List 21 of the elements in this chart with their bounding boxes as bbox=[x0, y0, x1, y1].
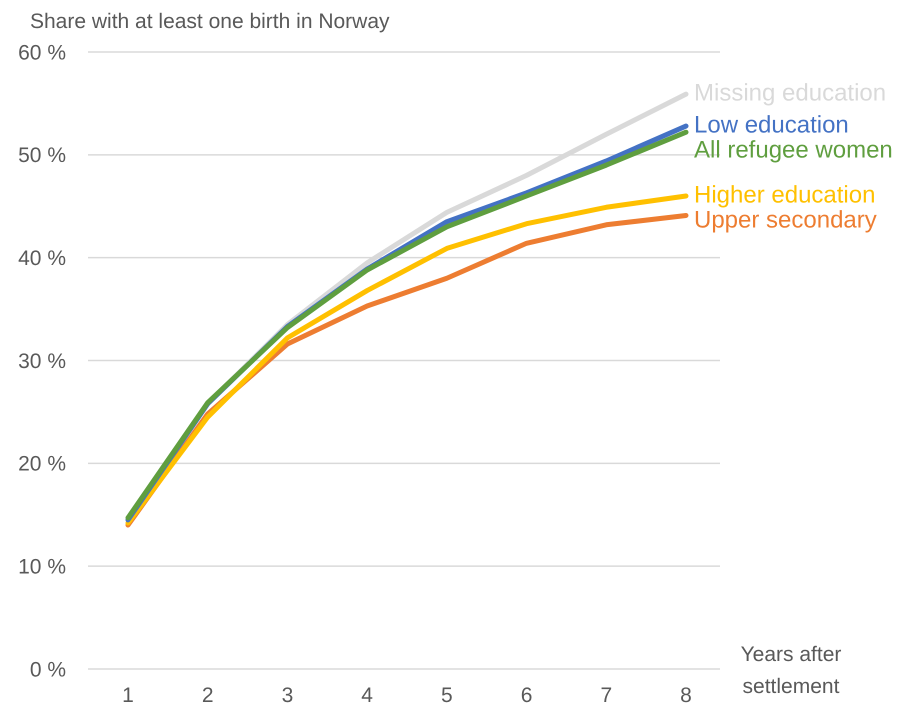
x-tick-label: 5 bbox=[441, 684, 453, 707]
x-tick-label: 7 bbox=[600, 684, 612, 707]
y-tick-label: 20 % bbox=[18, 452, 66, 476]
y-axis-title: Share with at least one birth in Norway bbox=[30, 10, 390, 33]
x-axis-title: Years after settlement bbox=[740, 643, 842, 698]
series-label: All refugee women bbox=[694, 136, 893, 164]
series-label: Upper secondary bbox=[694, 206, 877, 234]
series-label: Higher education bbox=[694, 181, 876, 208]
x-tick-label: 6 bbox=[520, 684, 532, 707]
x-tick-label: 4 bbox=[361, 684, 374, 707]
y-tick-label: 10 % bbox=[18, 556, 66, 579]
y-tick-label: 0 % bbox=[30, 658, 66, 682]
x-tick-label: 2 bbox=[202, 684, 214, 707]
x-tick-label: 1 bbox=[122, 684, 134, 707]
y-tick-label: 40 % bbox=[18, 247, 66, 270]
y-tick-label: 30 % bbox=[18, 350, 66, 373]
series-label: Low education bbox=[694, 111, 849, 138]
x-tick-label: 8 bbox=[680, 684, 692, 707]
y-tick-label: 50 % bbox=[18, 144, 66, 168]
y-tick-label: 60 % bbox=[18, 41, 66, 64]
x-tick-label: 3 bbox=[282, 684, 294, 707]
